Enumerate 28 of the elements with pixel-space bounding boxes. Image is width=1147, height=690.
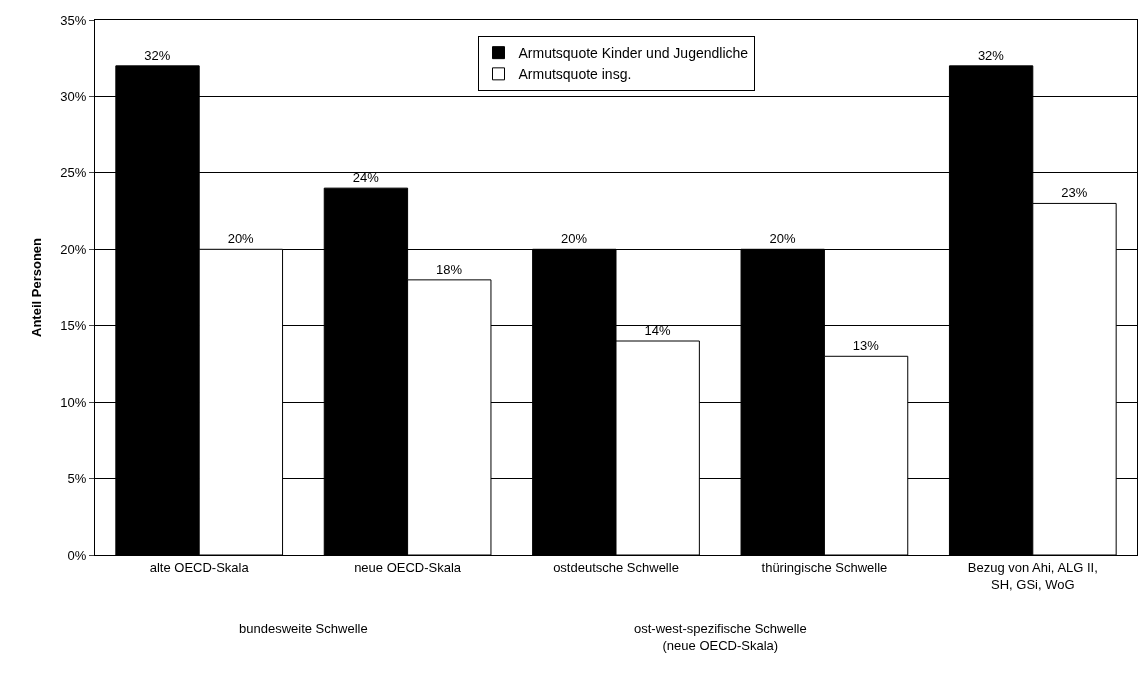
text: bundesweite Schwelle [239, 621, 368, 636]
x-tick-label: Bezug von Ahi, ALG II, SH, GSi, WoG [967, 559, 1098, 592]
y-axis-title: Anteil Personen [29, 237, 45, 337]
data-label: 14% [644, 323, 671, 338]
data-label: 13% [852, 338, 880, 354]
data-label: 20% [227, 231, 255, 247]
x-tick-label: ostdeutsche Schwelle [553, 559, 679, 575]
y-tick-label: 15% [60, 318, 87, 334]
y-tick-label: 0% [67, 547, 87, 563]
legend-label: Armutsquote Kinder und Jugendliche [518, 45, 749, 62]
y-tick-label: 5% [67, 471, 87, 487]
data-label: 24% [352, 170, 380, 186]
y-tick-label: 25% [60, 165, 87, 181]
y-tick-label: 10% [60, 394, 87, 410]
data-label: 20% [769, 231, 796, 247]
y-tick-label: 30% [60, 88, 87, 104]
legend-label: Armutsquote insg. [518, 66, 632, 83]
x-tick-label: thüringische Schwelle [761, 559, 888, 575]
data-label: 23% [1061, 185, 1088, 201]
y-tick-label: 35% [60, 12, 87, 28]
y-tick-label: 20% [60, 241, 87, 257]
x-tick-label: alte OECD-Skala [149, 559, 250, 575]
data-label: 32% [144, 47, 171, 63]
x-tick-label: neue OECD-Skala [354, 559, 462, 575]
data-label: 32% [977, 47, 1005, 63]
data-label: 20% [561, 231, 588, 247]
text: ost-west-spezifische Schwelle (neue OECD-Skala) [634, 621, 807, 653]
data-label: 18% [436, 261, 463, 277]
